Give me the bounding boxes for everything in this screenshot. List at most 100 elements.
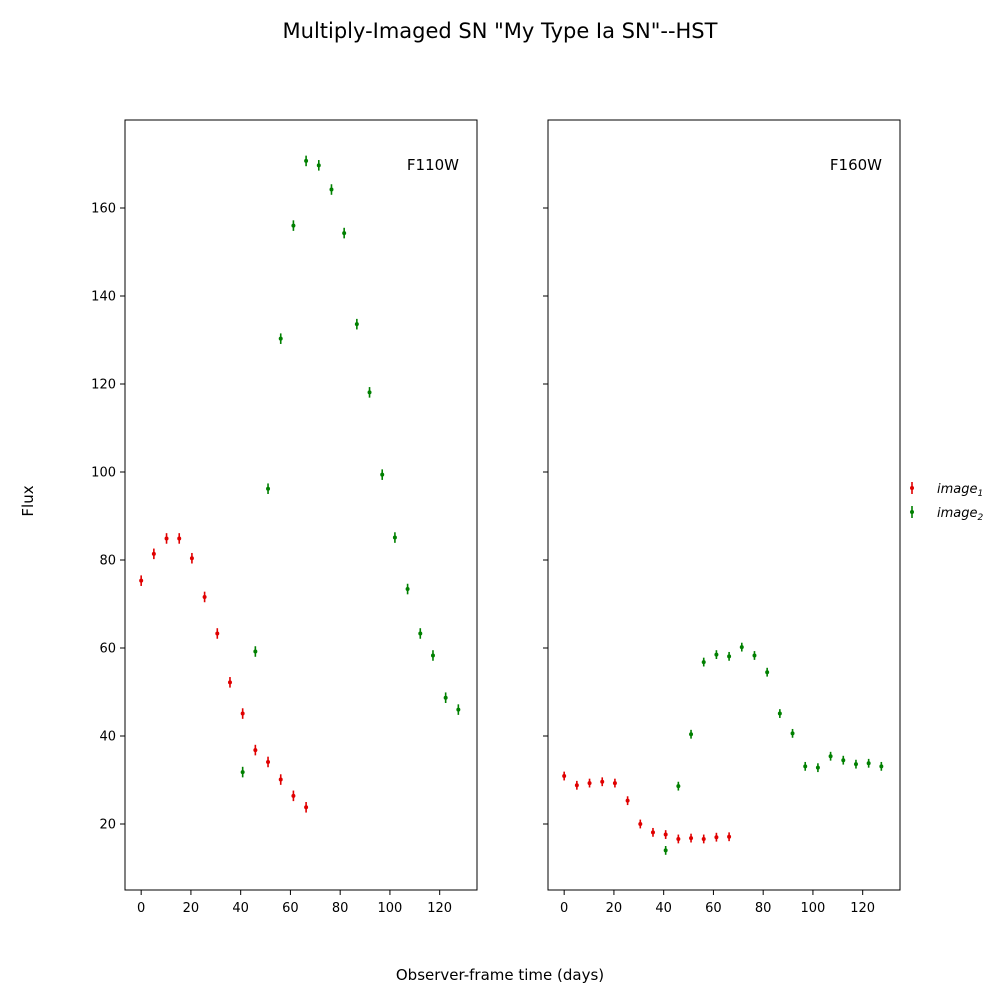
data-point bbox=[625, 798, 630, 803]
x-tick-label: 40 bbox=[232, 901, 249, 916]
data-point bbox=[600, 779, 605, 784]
series-image1 bbox=[562, 771, 732, 844]
data-point bbox=[777, 711, 782, 716]
series-image2 bbox=[663, 642, 884, 855]
data-point bbox=[574, 783, 579, 788]
legend-marker-dot bbox=[910, 510, 914, 514]
legend-label-subscript: 1 bbox=[978, 489, 984, 499]
y-tick-label: 80 bbox=[99, 554, 116, 569]
data-point bbox=[291, 223, 296, 228]
data-point bbox=[151, 551, 156, 556]
data-point bbox=[418, 631, 423, 636]
x-tick-label: 60 bbox=[705, 901, 722, 916]
x-tick-label: 40 bbox=[655, 901, 672, 916]
y-tick-label: 20 bbox=[99, 818, 116, 833]
data-point bbox=[278, 336, 283, 341]
x-tick-label: 20 bbox=[183, 901, 200, 916]
data-point bbox=[676, 784, 681, 789]
data-point bbox=[727, 834, 732, 839]
x-tick-label: 100 bbox=[378, 901, 403, 916]
data-point bbox=[803, 764, 808, 769]
x-tick-label: 120 bbox=[850, 901, 875, 916]
data-point bbox=[562, 774, 567, 779]
legend-marker-dot bbox=[910, 486, 914, 490]
y-tick-label: 160 bbox=[91, 202, 116, 217]
panel-1: 0 20 40 60 80 100 120 20 40 60 80 100 120 140 160 F110W bbox=[91, 119, 478, 916]
data-point bbox=[689, 732, 694, 737]
data-point bbox=[189, 556, 194, 561]
data-point bbox=[853, 762, 858, 767]
legend-label-name: image bbox=[937, 482, 978, 497]
data-point bbox=[650, 830, 655, 835]
panel-label: F110W bbox=[407, 156, 459, 174]
data-point bbox=[215, 631, 220, 636]
y-tick-label: 60 bbox=[99, 642, 116, 657]
x-tick-label: 100 bbox=[801, 901, 826, 916]
data-point bbox=[663, 848, 668, 853]
data-point bbox=[202, 594, 207, 599]
data-point bbox=[240, 711, 245, 716]
data-point bbox=[266, 759, 271, 764]
legend-entry-1: image1 bbox=[910, 482, 983, 499]
legend-label: image2 bbox=[937, 506, 984, 523]
panel-label: F160W bbox=[830, 156, 882, 174]
data-point bbox=[714, 652, 719, 657]
x-tick-label: 60 bbox=[282, 901, 299, 916]
data-point bbox=[727, 654, 732, 659]
data-point bbox=[689, 836, 694, 841]
data-point bbox=[790, 731, 795, 736]
y-tick-label: 120 bbox=[91, 378, 116, 393]
legend-label: image1 bbox=[937, 482, 983, 499]
panels: 0 20 40 60 80 100 120 20 40 60 80 100 120 140 160 F110W… bbox=[91, 119, 901, 916]
x-tick-label: 80 bbox=[332, 901, 349, 916]
legend-label-subscript: 2 bbox=[978, 513, 984, 523]
axes-frame bbox=[547, 119, 901, 891]
data-point bbox=[405, 587, 410, 592]
y-tick-label: 140 bbox=[91, 290, 116, 305]
data-point bbox=[815, 765, 820, 770]
axes-frame bbox=[124, 119, 478, 891]
data-point bbox=[304, 158, 309, 163]
data-point bbox=[866, 761, 871, 766]
series-image1 bbox=[139, 533, 309, 813]
data-point bbox=[714, 835, 719, 840]
data-point bbox=[587, 781, 592, 786]
data-point bbox=[240, 770, 245, 775]
data-point bbox=[354, 322, 359, 327]
y-axis-label: Flux bbox=[19, 485, 37, 516]
x-tick-label: 0 bbox=[560, 901, 568, 916]
data-point bbox=[266, 486, 271, 491]
data-point bbox=[765, 670, 770, 675]
data-point bbox=[752, 653, 757, 658]
data-point bbox=[663, 832, 668, 837]
panel-2: 0 20 40 60 80 100 120 F160W bbox=[543, 119, 901, 916]
x-tick-label: 80 bbox=[755, 901, 772, 916]
data-point bbox=[676, 836, 681, 841]
data-point bbox=[177, 536, 182, 541]
data-point bbox=[841, 758, 846, 763]
data-point bbox=[164, 536, 169, 541]
data-point bbox=[304, 805, 309, 810]
legend-label-name: image bbox=[937, 506, 978, 521]
data-point bbox=[430, 653, 435, 658]
y-tick-label: 40 bbox=[99, 730, 116, 745]
data-point bbox=[139, 578, 144, 583]
data-point bbox=[291, 793, 296, 798]
data-point bbox=[638, 822, 643, 826]
data-point bbox=[456, 707, 461, 712]
data-point bbox=[828, 754, 833, 759]
data-point bbox=[612, 781, 617, 786]
data-point bbox=[329, 187, 334, 192]
x-axis-label: Observer-frame time (days) bbox=[396, 966, 604, 984]
data-point bbox=[227, 680, 232, 685]
data-point bbox=[739, 645, 744, 650]
data-point bbox=[701, 836, 706, 841]
data-point bbox=[701, 660, 706, 665]
x-tick-label: 120 bbox=[427, 901, 452, 916]
x-tick-label: 0 bbox=[137, 901, 145, 916]
data-point bbox=[879, 764, 884, 769]
data-point bbox=[253, 649, 258, 654]
data-point bbox=[253, 748, 258, 753]
data-point bbox=[367, 390, 372, 395]
